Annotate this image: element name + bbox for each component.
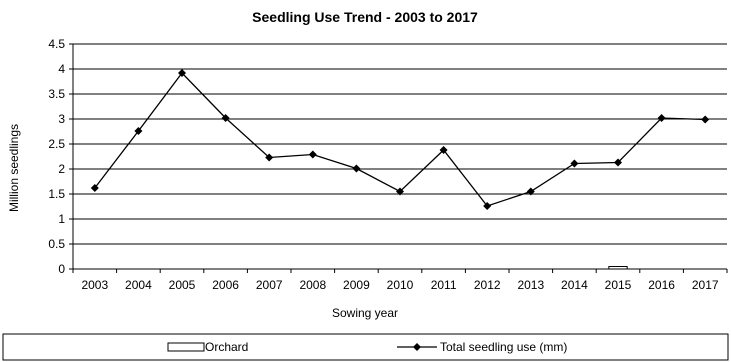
y-tick-label: 2.5 bbox=[48, 137, 65, 151]
total-seedling-point bbox=[483, 202, 492, 210]
y-axis-title: Million seedlings bbox=[7, 124, 21, 212]
x-tick-label: 2011 bbox=[431, 278, 457, 292]
x-tick-label: 2016 bbox=[648, 278, 675, 292]
total-seedling-point bbox=[526, 187, 535, 196]
total-seedling-point bbox=[439, 146, 448, 154]
x-tick-label: 2013 bbox=[517, 278, 544, 292]
total-seedling-point bbox=[134, 127, 143, 135]
legend-diamond-marker bbox=[413, 343, 421, 351]
total-seedling-point bbox=[614, 158, 622, 167]
total-seedling-point bbox=[396, 187, 404, 196]
total-seedling-point bbox=[265, 153, 274, 162]
y-tick-label: 1 bbox=[58, 212, 65, 226]
legend-total-label: Total seedling use (mm) bbox=[440, 340, 567, 354]
x-tick-label: 2012 bbox=[474, 278, 501, 292]
legend-orchard-label: Orchard bbox=[205, 340, 248, 354]
x-tick-label: 2017 bbox=[692, 278, 719, 292]
y-tick-label: 2 bbox=[58, 162, 65, 176]
y-tick-label: 3 bbox=[58, 112, 65, 126]
x-tick-labels: 2003 2004 2005 2006 2007 2008 2009 2010 2011 2012… bbox=[72, 269, 728, 292]
x-axis-title: Sowing year bbox=[332, 306, 398, 320]
x-tick-label: 2014 bbox=[561, 278, 588, 292]
x-tick-label: 2009 bbox=[343, 278, 370, 292]
y-tick-label: 4 bbox=[58, 62, 65, 76]
y-tick-labels: 0 0.5 1 1.5 2 2.5 3 3.5 4 4.5 bbox=[48, 37, 65, 276]
total-seedling-point bbox=[657, 114, 666, 122]
total-seedling-point bbox=[352, 164, 361, 173]
x-tick-label: 2010 bbox=[387, 278, 414, 292]
total-seedling-point bbox=[570, 159, 579, 168]
x-tick-label: 2005 bbox=[169, 278, 196, 292]
legend: Orchard Total seedling use (mm) bbox=[2, 333, 729, 361]
total-seedling-line bbox=[90, 69, 710, 210]
x-tick-label: 2004 bbox=[125, 278, 152, 292]
y-tick-label: 0 bbox=[58, 262, 65, 276]
total-seedling-line-path bbox=[94, 72, 706, 207]
y-tick-label: 3.5 bbox=[48, 87, 65, 101]
x-tick-label: 2008 bbox=[299, 278, 326, 292]
total-seedling-point bbox=[90, 184, 99, 192]
total-seedling-point bbox=[308, 150, 317, 159]
x-tick-label: 2003 bbox=[81, 278, 108, 292]
total-seedling-point bbox=[221, 114, 230, 122]
legend-orchard-swatch bbox=[167, 342, 205, 352]
gridlines bbox=[69, 43, 727, 270]
x-tick-label: 2007 bbox=[256, 278, 283, 292]
legend-box bbox=[2, 333, 729, 361]
y-tick-label: 1.5 bbox=[48, 187, 65, 201]
y-tick-label: 0.5 bbox=[48, 237, 65, 251]
x-tick-label: 2015 bbox=[605, 278, 632, 292]
total-seedling-point bbox=[178, 69, 186, 77]
y-tick-label: 4.5 bbox=[48, 37, 65, 51]
x-tick-label: 2006 bbox=[212, 278, 239, 292]
total-seedling-point bbox=[701, 115, 710, 124]
chart-title: Seedling Use Trend - 2003 to 2017 bbox=[252, 9, 478, 25]
